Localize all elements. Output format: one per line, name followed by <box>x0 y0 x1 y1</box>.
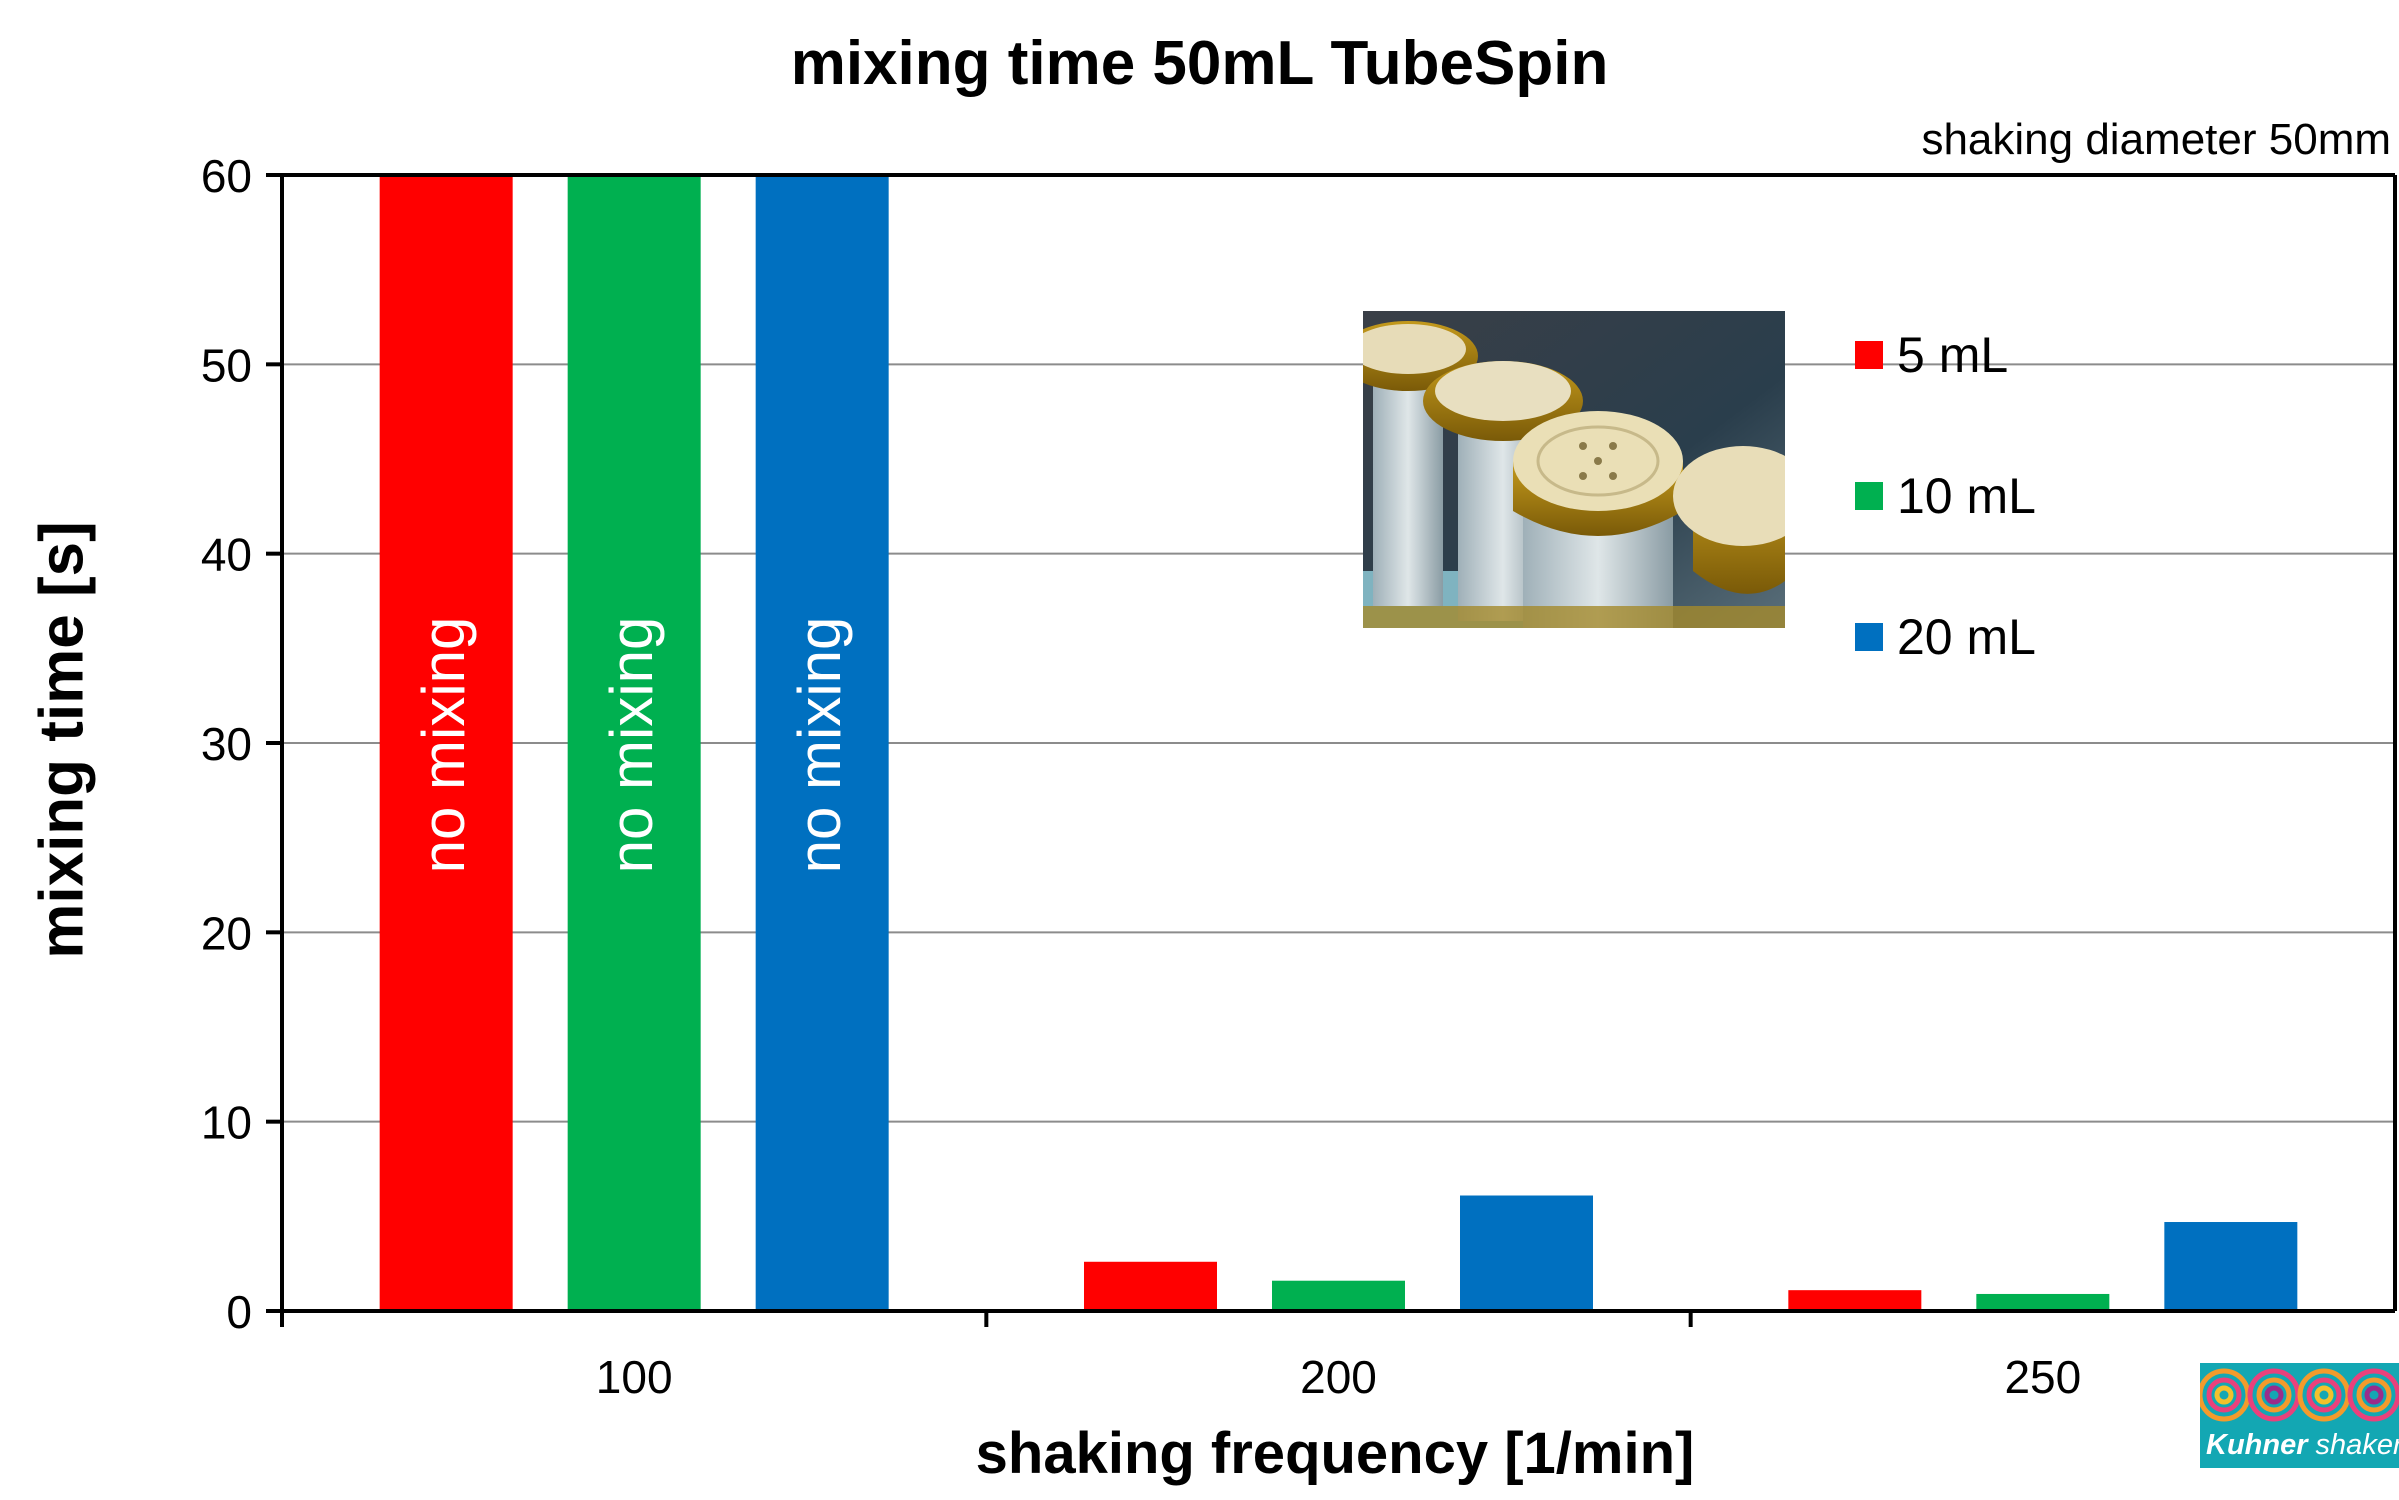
x-tick-label: 200 <box>1300 1351 1377 1403</box>
y-tick-label: 20 <box>201 907 252 959</box>
logo-text: Kuhner shaker <box>2206 1429 2399 1462</box>
legend-item-20ml: 20 mL <box>1855 607 2036 667</box>
bar <box>1272 1280 1405 1311</box>
bar <box>1460 1195 1593 1311</box>
legend-label: 10 mL <box>1897 468 2036 524</box>
legend-item-10ml: 10 mL <box>1855 466 2036 526</box>
legend-swatch <box>1855 341 1883 369</box>
legend: 5 mL 10 mL 20 mL <box>1855 325 2036 667</box>
bar <box>755 175 889 1311</box>
chart-subtitle: shaking diameter 50mm <box>1921 115 2391 164</box>
bar-annotation: no mixing <box>410 617 477 874</box>
bar-annotations: no mixing no mixing no mixing <box>410 617 853 874</box>
y-tick-label: 40 <box>201 529 252 581</box>
y-tick-label: 30 <box>201 718 252 770</box>
bar <box>2164 1222 2298 1311</box>
tubespin-caps-photo <box>1363 311 1785 628</box>
chart-title: mixing time 50mL TubeSpin <box>790 29 1609 98</box>
y-tick-label: 50 <box>201 339 252 391</box>
bar-annotation: no mixing <box>786 617 853 874</box>
axes <box>266 173 2397 1327</box>
bar <box>1788 1290 1922 1311</box>
bar <box>567 175 701 1311</box>
kuhner-shaker-logo: Kuhner shaker <box>2200 1363 2399 1468</box>
bars <box>379 175 2298 1311</box>
y-tick-label: 10 <box>201 1097 252 1149</box>
y-axis-label: mixing time [s] <box>27 521 97 959</box>
legend-item-5ml: 5 mL <box>1855 325 2036 385</box>
x-axis-label: shaking frequency [1/min] <box>975 1421 1695 1486</box>
x-tick-label: 100 <box>596 1351 673 1403</box>
bar <box>1084 1261 1217 1311</box>
bar <box>1976 1293 2110 1311</box>
bar <box>379 175 513 1311</box>
legend-label: 5 mL <box>1897 327 2009 383</box>
logo-brand: Kuhner <box>2206 1429 2308 1461</box>
x-tick-label: 250 <box>2004 1351 2081 1403</box>
legend-swatch <box>1855 482 1883 510</box>
legend-label: 20 mL <box>1897 609 2036 665</box>
bar-annotation: no mixing <box>598 617 665 874</box>
logo-suffix: shaker <box>2307 1429 2399 1461</box>
y-tick-label: 0 <box>226 1286 252 1338</box>
legend-swatch <box>1855 623 1883 651</box>
y-tick-label: 60 <box>201 150 252 202</box>
tick-labels: 0 10 20 30 40 50 60 100 200 250 <box>201 150 2081 1403</box>
